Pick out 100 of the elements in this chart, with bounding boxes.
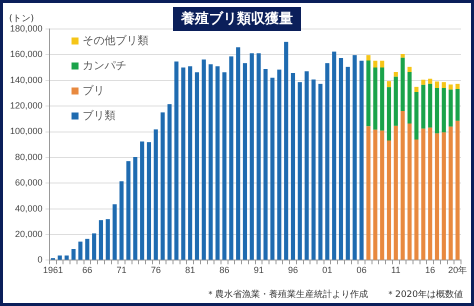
bar <box>146 142 152 260</box>
bar <box>236 47 240 260</box>
bar <box>421 128 426 260</box>
bar <box>448 90 453 127</box>
bar <box>250 53 254 260</box>
text: ＊農水省漁業・養殖業生産統計より作成 <box>206 288 368 301</box>
x-tick-label: 11 <box>391 265 401 276</box>
bar <box>71 249 76 260</box>
bar <box>408 66 412 72</box>
bar <box>360 60 364 260</box>
bar <box>140 142 144 260</box>
bar <box>312 79 316 260</box>
legend-label: ブリ類 <box>82 108 116 122</box>
bar <box>366 126 370 260</box>
x-tick-label: 1961 <box>42 265 63 276</box>
bar <box>373 60 378 68</box>
bar <box>421 84 426 129</box>
bar <box>414 86 418 92</box>
bar <box>428 78 432 84</box>
bar <box>373 130 378 260</box>
y-axis-title: (トン) <box>9 14 34 24</box>
bar <box>318 84 322 260</box>
bar <box>456 84 460 89</box>
bar <box>174 61 178 260</box>
bar <box>400 110 405 260</box>
x-tick-label: 91 <box>254 265 264 276</box>
x-tick-label: 96 <box>288 265 298 276</box>
bar <box>421 80 426 85</box>
bar <box>298 82 302 260</box>
bar <box>442 82 446 88</box>
bar <box>394 126 398 260</box>
x-tick-label: 81 <box>185 265 196 276</box>
bar <box>126 161 130 260</box>
text: ＊2020年は概数値 <box>386 288 463 301</box>
bar <box>386 87 392 140</box>
y-tick-label: 120,000 <box>10 100 43 111</box>
bar <box>394 72 398 77</box>
x-tick-label: 66 <box>82 265 92 276</box>
y-tick-label: 100,000 <box>10 126 43 136</box>
bar <box>58 255 62 260</box>
bar <box>106 219 110 260</box>
y-tick-label: 0 <box>38 254 43 265</box>
x-tick-label: 71 <box>116 265 127 276</box>
bar <box>325 63 330 260</box>
bar <box>373 68 378 130</box>
bar <box>64 255 69 260</box>
x-tick-label: 20年 <box>448 265 468 276</box>
x-tick-label: 76 <box>150 265 161 276</box>
bar <box>181 68 186 260</box>
bar <box>263 68 268 260</box>
y-tick-label: 40,000 <box>15 203 43 214</box>
bar <box>456 120 460 260</box>
y-tick-label: 80,000 <box>15 152 43 162</box>
y-tick-label: 180,000 <box>10 23 43 34</box>
bar <box>277 70 282 260</box>
bar <box>434 88 440 134</box>
bar <box>160 112 165 260</box>
bar <box>290 73 296 260</box>
bar <box>85 238 90 260</box>
bar <box>112 204 117 260</box>
bar <box>92 233 96 260</box>
bar <box>304 71 309 260</box>
bar <box>448 84 453 90</box>
bar <box>408 124 412 260</box>
legend-label: その他ブリ類 <box>82 34 149 47</box>
x-tick-label: 01 <box>322 265 332 276</box>
bar <box>448 126 453 260</box>
bar <box>154 129 158 260</box>
bar <box>242 63 248 260</box>
bar <box>188 66 192 260</box>
bar <box>386 140 392 260</box>
y-tick-label: 140,000 <box>10 74 43 85</box>
bar <box>400 54 405 58</box>
bar <box>380 68 384 131</box>
bar <box>119 181 124 260</box>
y-tick-label: 160,000 <box>10 49 43 60</box>
bar <box>222 72 226 260</box>
bar <box>434 133 440 260</box>
bar <box>284 42 288 260</box>
bar <box>338 58 344 260</box>
bar <box>434 82 440 88</box>
bar <box>215 66 220 260</box>
x-tick-label: 16 <box>425 265 436 276</box>
y-tick-label: 20,000 <box>15 228 43 239</box>
bar <box>133 157 138 260</box>
bar <box>394 76 398 126</box>
bar <box>366 60 370 126</box>
bar <box>208 64 213 260</box>
bar <box>78 242 82 260</box>
bar <box>400 58 405 111</box>
bar <box>202 59 206 260</box>
x-tick-label: 86 <box>219 265 230 276</box>
bar <box>442 132 446 260</box>
legend-label: カンパチ <box>82 58 127 72</box>
bar <box>194 72 200 260</box>
bar <box>386 81 392 88</box>
bar <box>352 55 357 260</box>
bar <box>414 92 418 140</box>
bar <box>332 52 336 260</box>
bar <box>414 139 418 260</box>
